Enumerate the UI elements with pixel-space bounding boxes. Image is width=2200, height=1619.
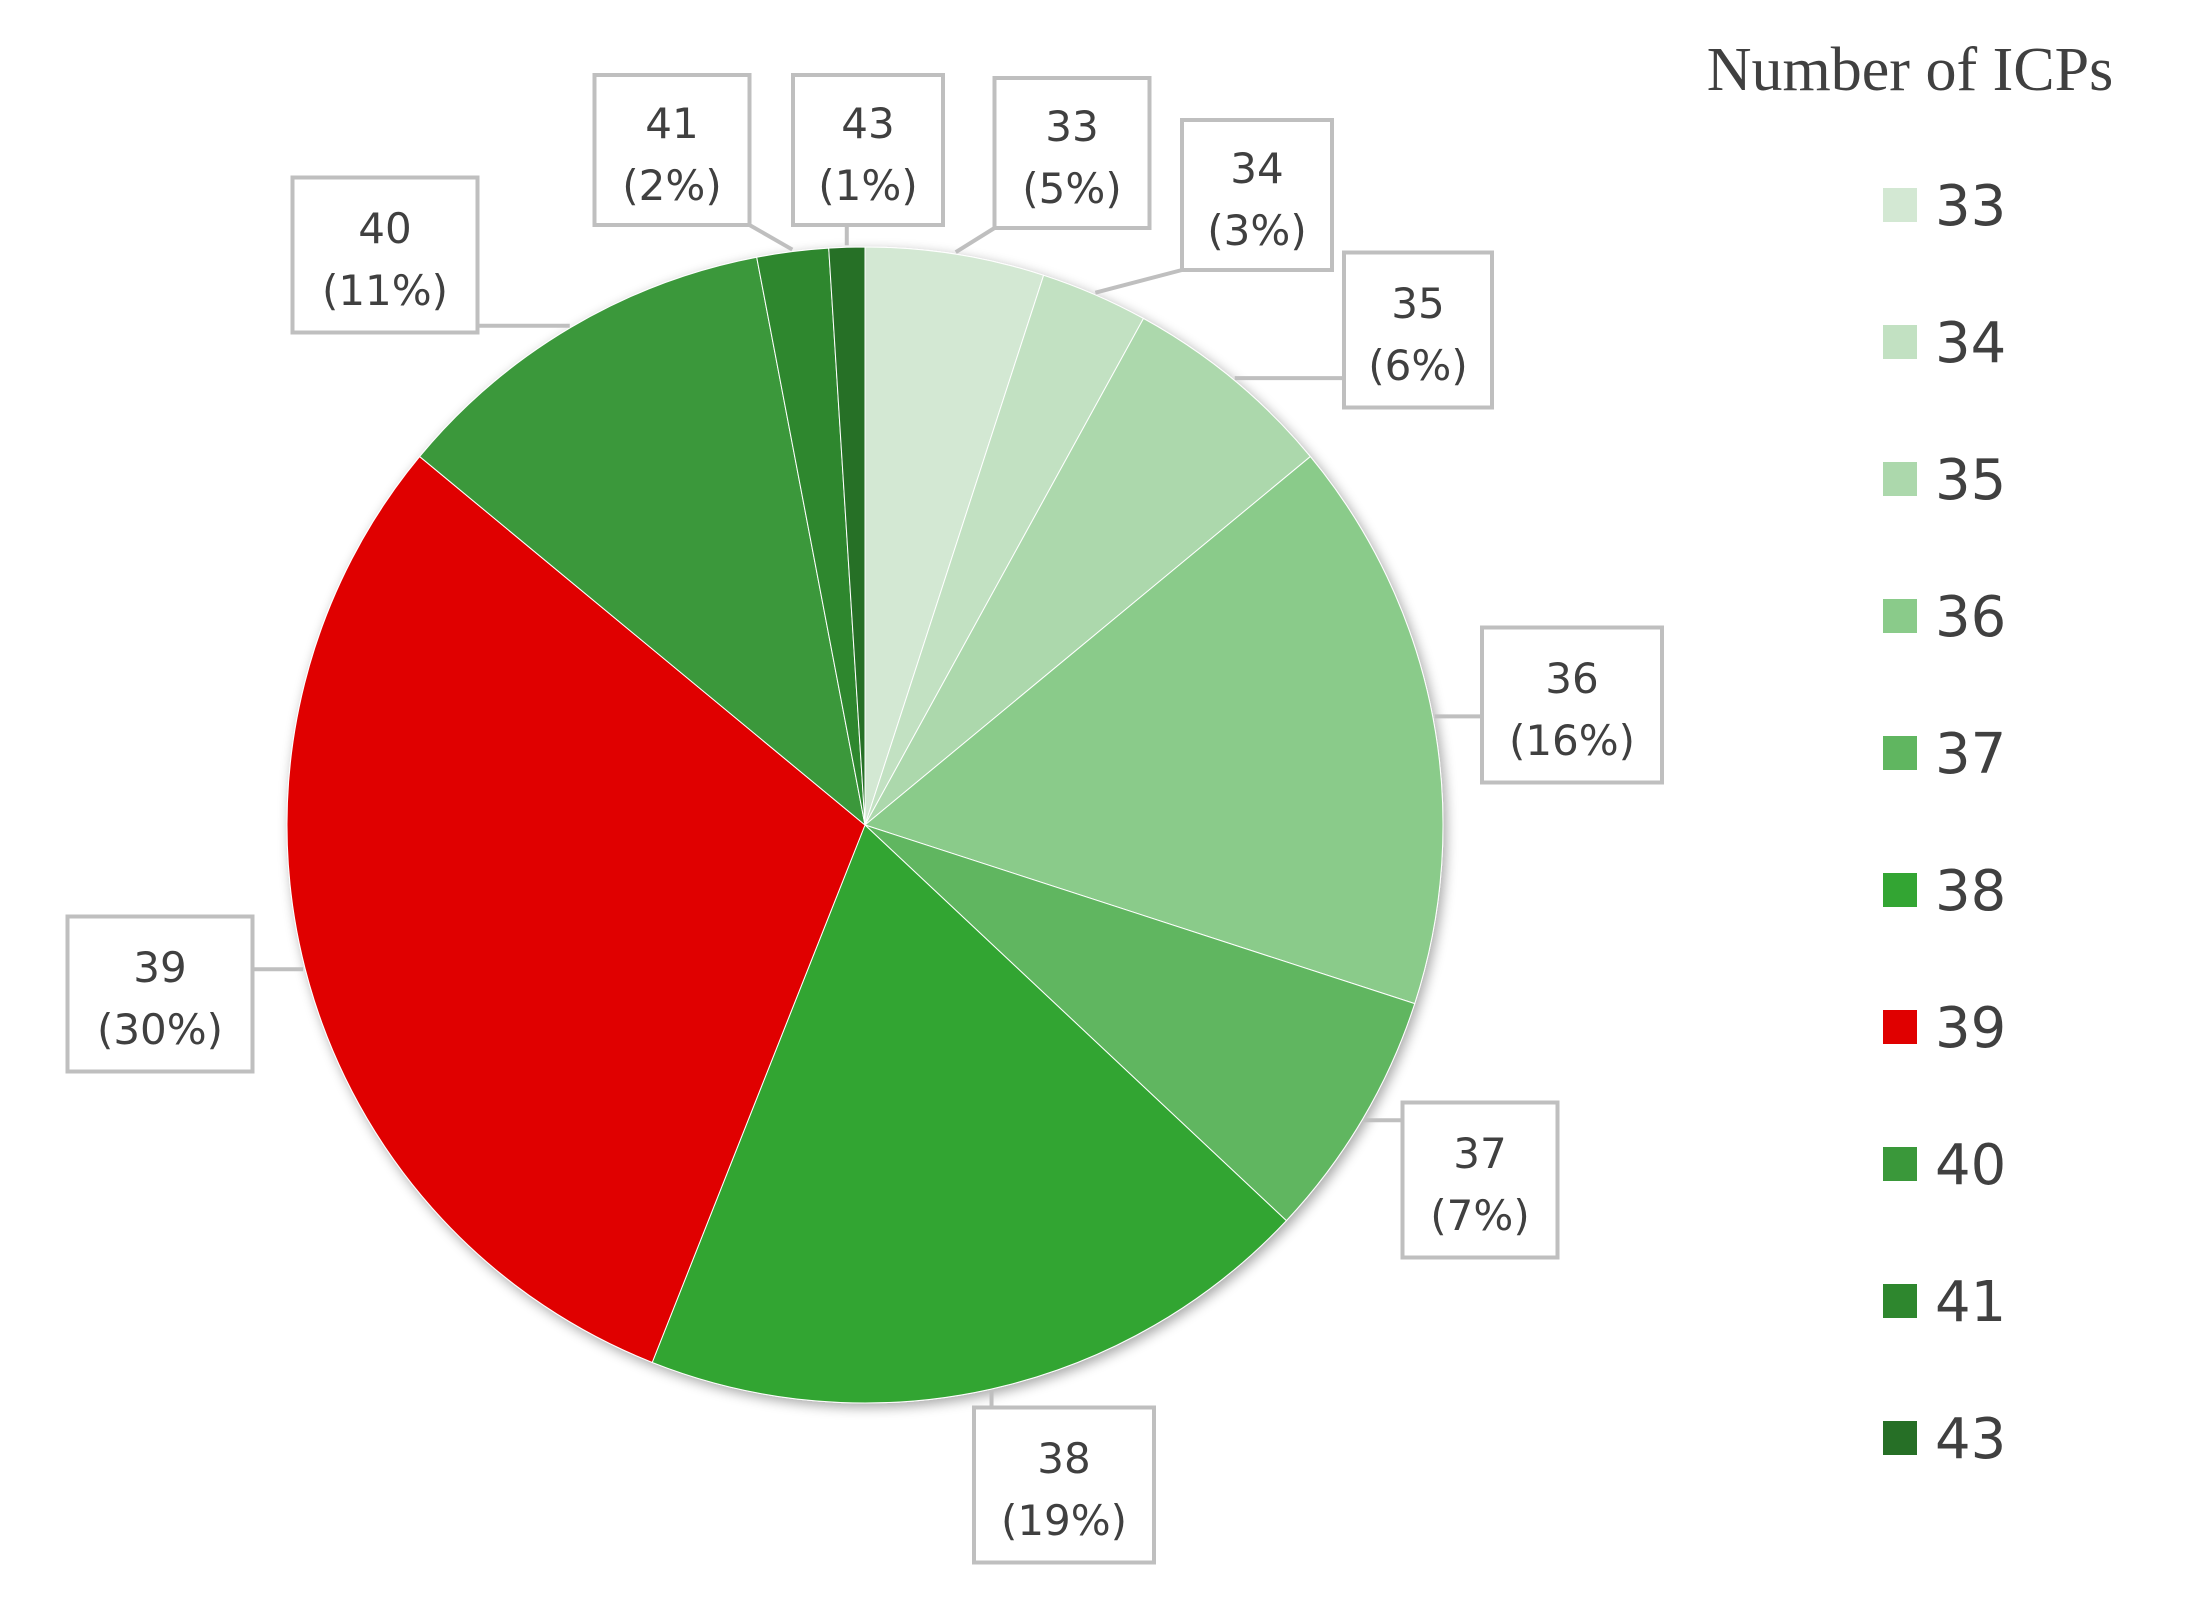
callout-34: 34 (3%) [1094, 118, 1334, 295]
callout-39: 39 (30%) [65, 914, 304, 1074]
callout-percent-43: (1%) [818, 161, 917, 210]
callout-box-38 [972, 1405, 1156, 1565]
legend-label-38: 38 [1935, 859, 2006, 924]
legend-label-37: 37 [1935, 722, 2006, 787]
callout-category-39: 39 [133, 943, 186, 992]
callout-leader-33 [954, 226, 996, 254]
callout-box-33 [992, 76, 1152, 230]
pie-slice-43 [828, 246, 866, 826]
pie-slice-35 [864, 317, 1312, 826]
pie-slice-38 [651, 824, 1288, 1404]
pie-slice-40 [418, 256, 866, 827]
callout-category-38: 38 [1037, 1434, 1090, 1483]
callout-percent-35: (6%) [1368, 341, 1467, 390]
callout-category-37: 37 [1453, 1129, 1506, 1178]
callout-category-35: 35 [1391, 279, 1444, 328]
callout-box-35 [1342, 250, 1494, 410]
legend-label-33: 33 [1935, 174, 2006, 239]
callout-box-41 [592, 73, 752, 227]
legend-title: Number of ICPs [1707, 36, 2113, 104]
callout-percent-38: (19%) [1001, 1496, 1127, 1545]
callout-category-34: 34 [1230, 144, 1283, 193]
legend-swatch-39 [1883, 1010, 1917, 1044]
callout-38: 38 (19%) [972, 1391, 1156, 1565]
callout-41: 41 (2%) [592, 73, 794, 252]
callout-box-39 [65, 914, 255, 1074]
data-label-callouts: 33 (5%) 34 (3%) 35 (6%) 36 (16%) 37 (7%) 38 (19%) 39… [65, 73, 1664, 1565]
legend: Number of ICPs 33 34 35 36 37 38 39 40 41 43 [1707, 36, 2113, 1472]
legend-label-43: 43 [1935, 1407, 2006, 1472]
callout-percent-33: (5%) [1022, 164, 1121, 213]
callout-percent-39: (30%) [97, 1005, 223, 1054]
callout-40: 40 (11%) [290, 175, 570, 335]
legend-swatch-38 [1883, 873, 1917, 907]
pie-slice-39 [286, 455, 866, 1364]
callout-33: 33 (5%) [954, 76, 1152, 254]
legend-swatch-37 [1883, 736, 1917, 770]
pie-slice-33 [864, 246, 1045, 826]
legend-swatch-43 [1883, 1421, 1917, 1455]
callout-box-37 [1400, 1100, 1560, 1260]
callout-percent-37: (7%) [1430, 1191, 1529, 1240]
callout-leader-34 [1094, 268, 1183, 295]
callout-box-36 [1480, 625, 1664, 785]
legend-label-34: 34 [1935, 311, 2006, 376]
legend-swatch-34 [1883, 325, 1917, 359]
legend-swatch-41 [1883, 1284, 1917, 1318]
legend-label-41: 41 [1935, 1270, 2006, 1335]
legend-label-35: 35 [1935, 448, 2006, 513]
callout-percent-36: (16%) [1509, 716, 1635, 765]
legend-label-39: 39 [1935, 996, 2006, 1061]
callout-leader-41 [748, 223, 794, 252]
callout-36: 36 (16%) [1434, 625, 1664, 785]
callout-35: 35 (6%) [1234, 250, 1494, 410]
callout-box-34 [1180, 118, 1334, 272]
legend-swatch-36 [1883, 599, 1917, 633]
callout-box-43 [791, 73, 945, 227]
legend-swatch-40 [1883, 1147, 1917, 1181]
callout-percent-34: (3%) [1207, 206, 1306, 255]
callout-percent-40: (11%) [322, 266, 448, 315]
legend-label-40: 40 [1935, 1133, 2006, 1198]
callout-box-40 [290, 175, 480, 335]
legend-swatch-35 [1883, 462, 1917, 496]
callout-category-40: 40 [358, 204, 411, 253]
callout-37: 37 (7%) [1364, 1100, 1560, 1260]
pie-slices [286, 246, 1444, 1404]
callout-category-43: 43 [841, 99, 894, 148]
callout-category-36: 36 [1545, 654, 1598, 703]
callout-category-33: 33 [1045, 102, 1098, 151]
pie-slice-37 [864, 824, 1416, 1222]
callout-percent-41: (2%) [622, 161, 721, 210]
legend-label-36: 36 [1935, 585, 2006, 650]
callout-category-41: 41 [645, 99, 698, 148]
callout-43: 43 (1%) [791, 73, 945, 246]
pie-slice-36 [863, 455, 1444, 1005]
legend-swatch-33 [1883, 188, 1917, 222]
